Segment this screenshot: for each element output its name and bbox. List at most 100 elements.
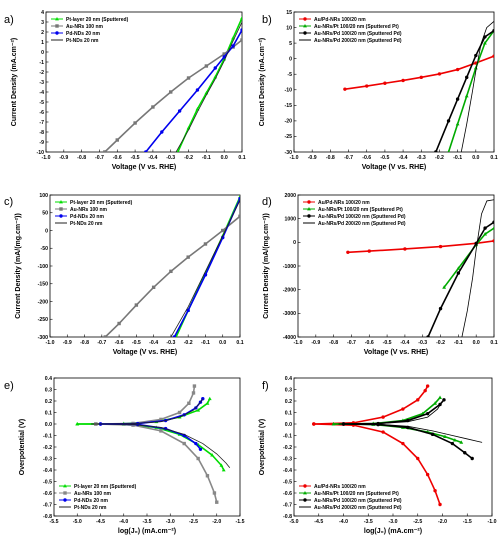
x-tick-label: -2.5 [189,519,198,525]
data-point [169,90,173,94]
x-axis-title: log(J₀) (mA.cm⁻²) [364,528,422,535]
data-point [186,308,190,313]
data-point [195,88,200,92]
legend-label: Au-NRs/Pt 100/20 nm (Sputtered Pt) [314,24,399,30]
y-tick-label: -0.1 [43,433,52,439]
y-axis-title: Overpotential (V) [19,419,26,475]
data-point [474,53,478,58]
y-tick-label: -200 [38,299,48,305]
y-tick-label: 3 [41,20,44,26]
data-point [346,250,350,254]
data-point [365,84,369,88]
series-3 [434,28,494,152]
x-tick-label: -0.9 [63,340,72,346]
legend-label: Au-NRs/Pd 100/20 nm (Sputtered Pd) [318,214,406,220]
legend-marker [303,484,307,488]
legend: Pt-layer 20 nm (Sputtered)Au-NRs 100 nmP… [51,17,129,44]
series-line [344,55,494,90]
x-tick-label: -1.0 [46,340,55,346]
data-point [205,474,210,478]
y-tick-label: -15 [285,103,293,109]
data-point [456,266,461,270]
panel-letter: d) [262,196,272,208]
x-tick-label: -4.0 [119,519,128,525]
chart-panel-b: b) -1.0 -0.9 -0.8 -0.7 -0.6 -0.5 -0.4 -0.3 -0.2 -0… [259,10,498,171]
data-point [401,407,405,411]
data-point [210,453,214,457]
x-tick-label: -5.0 [290,519,299,525]
x-tick-label: -0.5 [383,340,392,346]
x-axis-title: Voltage (V vs. RHE) [113,349,177,356]
y-tick-label: -0.3 [43,456,52,462]
data-point [191,391,196,395]
plot-area [75,384,231,504]
x-tick-label: -0.9 [308,155,317,161]
legend-marker [63,491,67,495]
series-4 [175,21,242,152]
x-tick-label: -0.1 [453,155,462,161]
legend-label: Pd-NDs 20 nm [74,498,108,504]
chart-panel-f: f) -5.0 -4.5 -4.0 -3.5 -3.0 -2.5 -2.0 -1.5 -1.0 -0… [259,376,497,535]
series-line [338,423,483,443]
data-point [172,335,177,337]
series-1 [312,384,442,507]
data-point [177,410,182,415]
data-point [447,150,450,152]
y-tick-label: -10 [285,88,293,94]
y-tick-label: 5 [289,41,292,47]
series-line [347,240,494,254]
y-tick-label: 4 [41,10,44,16]
data-point [213,66,217,70]
data-point [177,109,182,113]
series-1 [346,239,494,254]
data-point [331,422,336,426]
data-point [221,228,225,233]
x-tick-label: 0.0 [472,155,479,161]
data-point [176,150,179,152]
data-point [159,417,163,422]
data-point [186,76,191,80]
x-tick-label: -3.5 [364,519,373,525]
series-4 [460,21,494,152]
y-tick-label: -0.7 [283,502,292,508]
legend-label: Au-NRs/Pd 200/20 nm (Sputtered Pd) [314,38,402,44]
data-point [423,388,427,393]
y-tick-label: -2 [39,70,44,76]
y-tick-label: 0.2 [285,399,292,405]
data-point [442,285,447,289]
x-tick-label: -1.0 [42,155,51,161]
series-line [427,221,494,337]
y-tick-label: -10 [37,150,45,156]
data-point [160,130,164,134]
y-tick-label: -50 [41,246,49,252]
x-tick-label: -0.1 [454,340,463,346]
x-tick-label: -0.9 [59,155,68,161]
data-point [425,472,430,477]
legend-label: Au-NRs/Pd 200/20 nm (Sputtered Pd) [318,221,406,227]
y-tick-label: 0.1 [45,410,52,416]
y-tick-label: 1000 [284,216,296,222]
series-4 [170,200,240,337]
series-line [447,30,494,152]
x-tick-label: -0.7 [95,155,104,161]
y-tick-label: 15 [286,10,292,16]
legend-label: Pt-NDs 20 nm [66,38,99,44]
x-tick-label: -0.3 [418,340,427,346]
series-4 [91,398,231,468]
plot-frame [293,11,495,153]
legend-marker [63,498,67,502]
data-point [455,122,460,126]
y-tick-label: -0.6 [283,491,292,497]
data-point [238,196,240,201]
data-point [483,232,487,236]
y-tick-label: -3000 [283,311,296,317]
legend-label: Pt-layer 20 nm (Sputtered) [74,484,137,490]
data-point [492,54,494,58]
y-tick-label: 1 [41,40,44,46]
y-tick-label: -0.8 [43,514,52,520]
y-tick-label: -0.5 [43,479,52,485]
data-point [470,456,474,461]
y-tick-label: 2 [41,30,44,36]
data-point [222,55,226,59]
